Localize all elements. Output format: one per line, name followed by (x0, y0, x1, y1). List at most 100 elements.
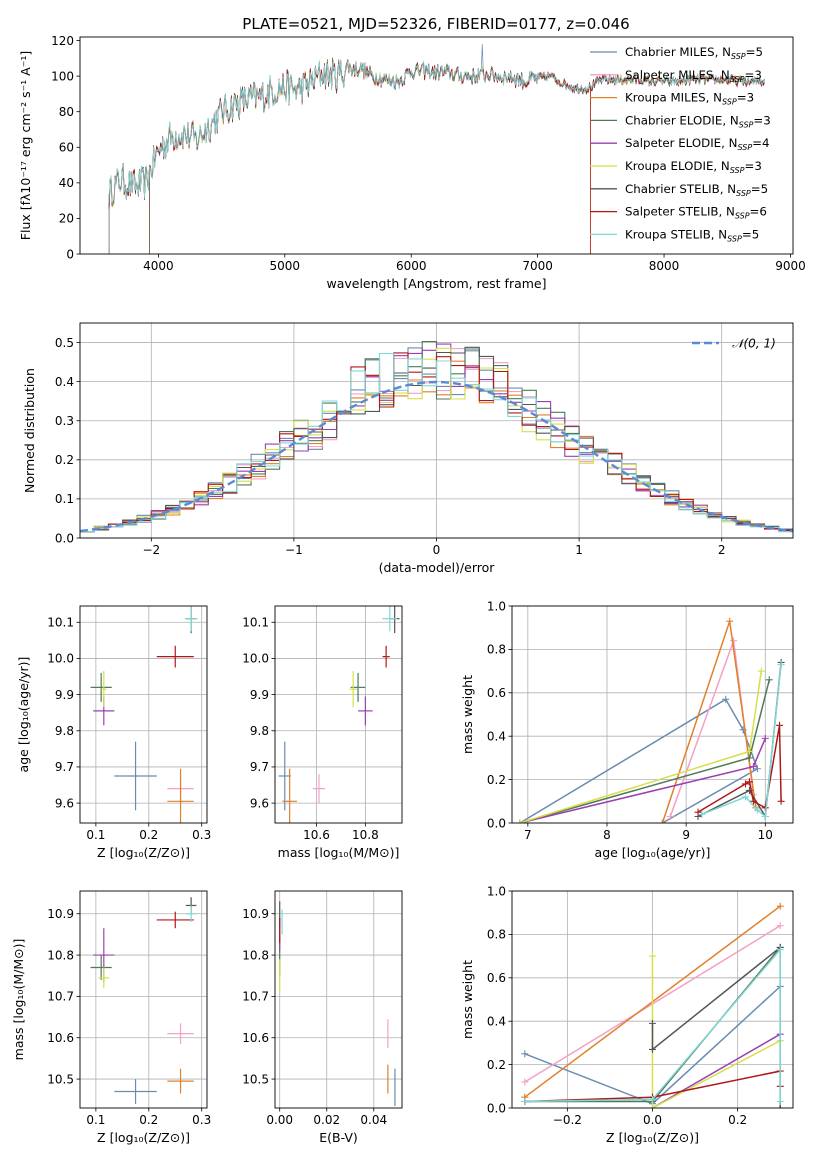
y-tick-label: 10.7 (47, 990, 74, 1004)
y-axis-label: mass weight (460, 960, 475, 1039)
legend-label: Kroupa MILES, NSSP=3 (625, 91, 754, 107)
y-tick-label: 10.6 (242, 1031, 269, 1045)
legend-n: =5 (751, 182, 768, 196)
series-line (652, 1033, 781, 1108)
axes-frame (274, 605, 403, 824)
legend-subscript: SSP (730, 75, 745, 84)
x-tick-label: 8000 (649, 259, 680, 273)
x-tick-label: 0.3 (192, 828, 211, 842)
chart-age_vs_mass: 10.6 10.8 9.6 9.7 9.8 9.9 10.0 10.1 mass [log₁₀(… (242, 605, 403, 860)
point-chabrier-elodie (90, 672, 112, 702)
series-marker (749, 763, 757, 771)
y-tick-label: 0.0 (55, 531, 74, 545)
series-marker (730, 637, 738, 645)
series-marker (776, 946, 784, 954)
x-tick-label: 2 (718, 543, 726, 557)
x-tick-label: −0.2 (553, 1113, 582, 1127)
legend-subscript: SSP (722, 98, 737, 107)
y-tick-label: 0.4 (487, 730, 506, 744)
legend-label: Kroupa STELIB, NSSP=5 (625, 227, 759, 243)
legend-label: Chabrier STELIB, NSSP=5 (625, 182, 768, 198)
y-tick-label: 1.0 (487, 884, 506, 898)
x-tick-label: 7000 (522, 259, 553, 273)
chart-weight_vs_Z: −0.2 0.0 0.2 0.0 0.2 0.4 0.6 0.8 1.0 Z [log₁₀(Z/Z… (460, 884, 794, 1145)
legend-subscript: SSP (737, 143, 752, 152)
y-tick-label: 100 (51, 69, 74, 83)
y-tick-label: 9.7 (55, 760, 74, 774)
series-marker (649, 1045, 656, 1053)
legend-subscript: SSP (736, 189, 751, 198)
axes-frame (79, 36, 794, 255)
point-salpeter-elodie (358, 696, 373, 726)
legend-subscript: SSP (731, 52, 746, 61)
x-tick-label: 8 (603, 828, 611, 842)
series-marker (777, 797, 785, 805)
x-tick-label: 6000 (396, 259, 427, 273)
legend-label-text: Kroupa MILES, N (625, 91, 722, 105)
y-tick-label: 10.6 (47, 1031, 74, 1045)
series-kroupa-elodie (516, 667, 765, 823)
y-tick-label: 0.6 (487, 686, 506, 700)
y-tick-label: 0 (66, 247, 74, 261)
series-marker (516, 819, 524, 823)
y-tick-label: 9.6 (55, 796, 74, 810)
legend-subscript: SSP (739, 120, 754, 129)
legend-label: Salpeter STELIB, NSSP=6 (625, 205, 767, 221)
y-axis-label: Flux [fλ10⁻¹⁷ erg cm⁻² s⁻¹ A⁻¹] (18, 51, 33, 240)
plot-area (521, 902, 784, 1108)
legend-n: =3 (744, 68, 761, 82)
x-tick-label: 7 (524, 828, 532, 842)
y-tick-label: 10.0 (242, 652, 269, 666)
y-tick-label: 0.8 (487, 928, 506, 942)
legend-label: Salpeter ELODIE, NSSP=4 (625, 136, 770, 152)
legend-label-text: Chabrier STELIB, N (625, 182, 736, 196)
chart-spectrum: 4000 5000 6000 7000 8000 9000 0 20 40 60 80 100 120 w… (18, 34, 806, 291)
x-axis-label: (data-model)/error (379, 560, 496, 575)
series-marker (658, 819, 666, 823)
x-tick-label: 0 (433, 543, 441, 557)
y-tick-label: 9.9 (250, 688, 269, 702)
plot-area (90, 897, 197, 1104)
series-marker (745, 747, 753, 755)
normal-curve (80, 380, 793, 533)
y-axis-label: age [log₁₀(age/yr)] (16, 657, 31, 773)
series-marker (757, 667, 765, 675)
series-marker (726, 617, 734, 625)
series-marker (745, 754, 753, 762)
point-chabrier-miles (278, 741, 291, 811)
y-tick-label: 20 (59, 212, 74, 226)
point-chabrier-elodie (90, 955, 112, 980)
x-axis-label: mass [log₁₀(M/M⊙)] (278, 845, 400, 860)
point-kroupa-elodie (101, 671, 107, 708)
x-tick-label: 0.02 (313, 1113, 340, 1127)
y-tick-label: 0.8 (487, 643, 506, 657)
y-tick-label: 10.7 (242, 990, 269, 1004)
legend-label-text: Chabrier ELODIE, N (625, 113, 739, 127)
y-axis-label: mass [log₁₀(M/M⊙)] (11, 939, 26, 1061)
y-tick-label: 10.5 (47, 1072, 74, 1086)
axes-frame (274, 890, 403, 1109)
x-tick-label: 10.6 (303, 828, 330, 842)
chart-mass_vs_EBV: 0.00 0.02 0.04 10.5 10.6 10.7 10.8 10.9 E(B-V) (242, 890, 403, 1145)
axes-frame (511, 605, 794, 824)
plot-area (516, 617, 785, 823)
y-tick-label: 0.1 (55, 492, 74, 506)
point-kroupa-elodie (349, 671, 357, 708)
x-axis-label: E(B-V) (319, 1130, 358, 1145)
legend-n: =3 (737, 91, 754, 105)
y-tick-label: 0.5 (55, 336, 74, 350)
legend-label: Kroupa ELODIE, NSSP=3 (625, 159, 762, 175)
legend-label-text: Salpeter STELIB, N (625, 205, 735, 219)
y-axis-label: mass weight (460, 675, 475, 754)
point-salpeter-stelib (156, 911, 194, 929)
series-marker (521, 1078, 529, 1086)
chart-mass_vs_Z: 0.1 0.2 0.3 10.5 10.6 10.7 10.8 10.9 Z [log₁₀(Z/… (11, 890, 211, 1145)
series-marker (765, 676, 773, 684)
point-kroupa-stelib (184, 606, 198, 632)
series-marker (742, 793, 750, 801)
x-axis-label: Z [log₁₀(Z/Z⊙)] (97, 845, 190, 860)
point-kroupa-stelib (382, 606, 398, 632)
point-salpeter-miles (312, 774, 326, 804)
x-axis-label: Z [log₁₀(Z/Z⊙)] (606, 1130, 699, 1145)
legend-subscript: SSP (735, 212, 750, 221)
